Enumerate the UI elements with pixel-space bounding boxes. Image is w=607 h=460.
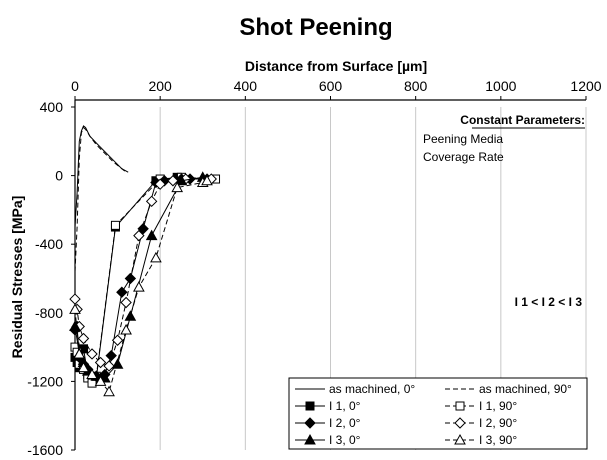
legend-label-3: I 1, 90° xyxy=(479,399,517,413)
series-3-point-7 xyxy=(110,220,120,230)
series-5-point-10 xyxy=(145,195,158,208)
series-1 xyxy=(74,126,127,272)
series-5-point-8 xyxy=(120,296,132,309)
series-0-line xyxy=(74,125,129,228)
legend-label-2: I 1, 0° xyxy=(329,399,361,413)
series-7-point-4 xyxy=(94,375,107,386)
series-5-point-6 xyxy=(103,360,115,372)
series-7-point-9 xyxy=(171,181,184,193)
series-6-point-7 xyxy=(124,310,137,321)
series-5-point-11 xyxy=(154,178,166,190)
constant-parameters-note: Constant Parameters: Peening Media Cover… xyxy=(423,113,585,164)
series-5-point-0 xyxy=(69,293,81,305)
series-5-point-12 xyxy=(167,175,179,187)
legend-marker-7 xyxy=(454,433,466,445)
series-4-point-7 xyxy=(105,349,117,362)
constant-parameters-title: Constant Parameters: xyxy=(460,113,585,127)
series-3-line xyxy=(74,176,216,384)
constant-param-peening-media: Peening Media xyxy=(423,132,503,146)
y-tick-label--800: -800 xyxy=(35,305,63,321)
legend-label-7: I 3, 90° xyxy=(479,433,517,447)
x-tick-label-0: 0 xyxy=(71,78,79,94)
intensity-order-note: I 1 < I 2 < I 3 xyxy=(515,295,583,309)
y-tick-label-400: 400 xyxy=(40,99,64,115)
series-5-line xyxy=(74,178,212,367)
legend-marker-3 xyxy=(455,401,465,411)
legend-label-5: I 2, 90° xyxy=(479,416,517,430)
series-5-point-4 xyxy=(86,348,98,360)
y-tick-label--1600: -1600 xyxy=(27,442,63,458)
x-tick-label-200: 200 xyxy=(148,78,172,94)
series-4-point-8 xyxy=(116,286,128,298)
series-1-line xyxy=(74,126,127,272)
y-tick-label--400: -400 xyxy=(35,236,63,252)
y-tick-label-0: 0 xyxy=(55,168,63,184)
chart-title: Shot Peening xyxy=(239,14,392,41)
series-7-point-11 xyxy=(201,174,213,186)
legend: as machined, 0° as machined, 90° I 1, 0° I … xyxy=(288,377,588,450)
series-group xyxy=(69,125,221,397)
series-6-point-8 xyxy=(145,229,158,241)
series-5-point-9 xyxy=(133,229,145,242)
series-6-point-9 xyxy=(175,174,188,186)
series-5-point-5 xyxy=(94,356,107,369)
constant-param-coverage-rate: Coverage Rate xyxy=(423,150,504,164)
tick-labels: 0 200 400 600 800 1000 1200 400 0 -400 -800 -1200 -1… xyxy=(27,78,602,458)
series-6-point-6 xyxy=(111,358,124,369)
series-7-point-8 xyxy=(150,251,162,263)
series-7-point-7 xyxy=(133,281,145,292)
x-tick-label-800: 800 xyxy=(404,78,428,94)
series-5 xyxy=(69,173,217,372)
series-7-point-0 xyxy=(69,303,81,314)
series-7-point-3 xyxy=(86,368,98,380)
x-tick-label-400: 400 xyxy=(234,78,258,94)
grid-lines xyxy=(159,107,587,450)
x-tick-label-1000: 1000 xyxy=(485,78,516,94)
legend-marker-5 xyxy=(454,417,466,429)
legend-box xyxy=(288,377,588,450)
series-7-point-6 xyxy=(120,323,132,335)
y-axis-label: Residual Stresses [MPa] xyxy=(9,196,25,359)
series-5-point-3 xyxy=(77,332,90,345)
x-tick-label-600: 600 xyxy=(319,78,343,94)
series-7 xyxy=(69,174,213,397)
legend-label-6: I 3, 0° xyxy=(329,433,361,447)
series-6-line xyxy=(74,176,203,379)
legend-marker-4 xyxy=(304,417,316,429)
axes xyxy=(71,96,587,451)
legend-marker-6 xyxy=(304,433,316,445)
series-7-point-5 xyxy=(103,385,115,397)
legend-label-1: as machined, 90° xyxy=(479,382,572,396)
legend-marker-2 xyxy=(305,401,315,411)
y-tick-label--1200: -1200 xyxy=(27,373,63,389)
series-6-point-0 xyxy=(69,320,81,332)
x-tick-label-1200: 1200 xyxy=(570,78,601,94)
series-7-point-1 xyxy=(73,347,86,359)
x-axis-label: Distance from Surface [µm] xyxy=(245,58,427,74)
series-7-point-2 xyxy=(77,361,90,373)
series-0 xyxy=(74,125,129,228)
series-5-point-7 xyxy=(111,334,124,346)
legend-label-0: as machined, 0° xyxy=(329,382,415,396)
legend-label-4: I 2, 0° xyxy=(329,416,361,430)
